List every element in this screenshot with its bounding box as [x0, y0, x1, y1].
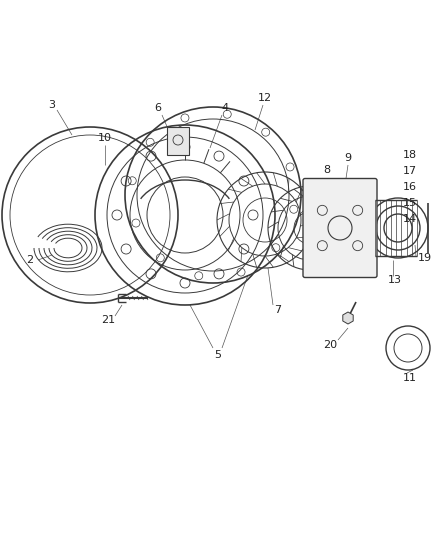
Text: 20: 20	[323, 340, 337, 350]
Text: 7: 7	[275, 305, 282, 315]
FancyBboxPatch shape	[303, 179, 377, 278]
Text: 11: 11	[403, 373, 417, 383]
Text: 3: 3	[49, 100, 56, 110]
Text: 4: 4	[222, 103, 229, 113]
Bar	[167, 127, 189, 155]
Text: 21: 21	[101, 315, 115, 325]
Text: 17: 17	[403, 166, 417, 176]
Text: 8: 8	[323, 165, 331, 175]
Text: 13: 13	[388, 275, 402, 285]
Text: 16: 16	[403, 182, 417, 192]
Text: 15: 15	[403, 198, 417, 208]
Text: 5: 5	[215, 350, 222, 360]
Text: 12: 12	[258, 93, 272, 103]
Text: 9: 9	[344, 153, 352, 163]
Text: 2: 2	[26, 255, 34, 265]
Polygon shape	[343, 312, 353, 324]
Text: 6: 6	[155, 103, 162, 113]
Text: 10: 10	[98, 133, 112, 143]
Text: 14: 14	[403, 214, 417, 224]
Text: 18: 18	[403, 150, 417, 160]
Text: 19: 19	[418, 253, 432, 263]
